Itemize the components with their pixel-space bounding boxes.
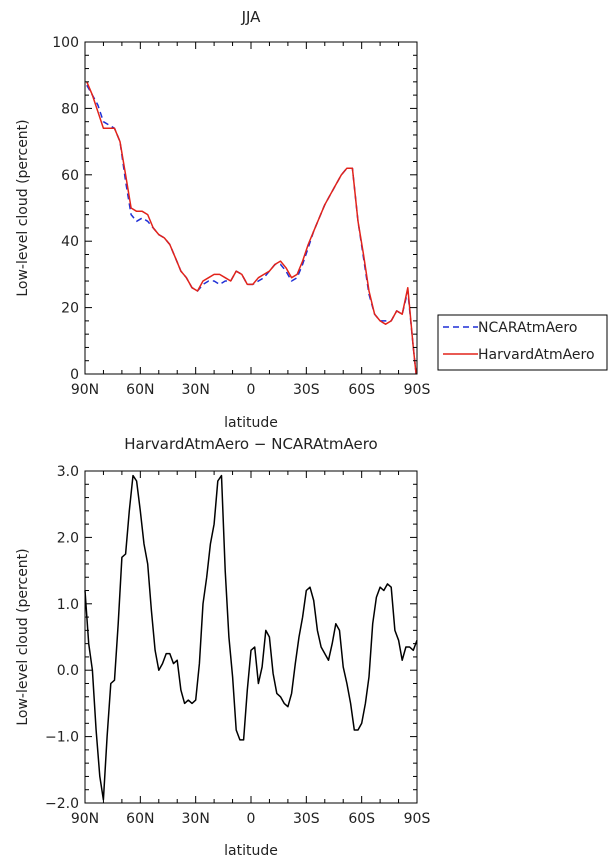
top-y-tick-label: 80 [61,101,79,117]
bottom-y-axis: −2.0 −1.0 0.0 1.0 2.0 3.0 [45,464,417,812]
top-x-tick-label: 90S [404,382,431,398]
bottom-series-line-difference [84,474,418,801]
bottom-chart: HarvardAtmAero − NCARAtmAero 90N 60N 30N 0 3… [15,435,430,859]
top-x-axis-label: latitude [224,415,278,431]
top-y-tick-label: 40 [61,234,79,250]
top-chart: JJA 90N 60N 30N 0 30S 60S 90S 0 20 40 60 80 100 lat… [15,8,608,431]
bottom-x-tick-label: 30S [293,811,320,827]
bottom-x-tick-label: 0 [247,811,256,827]
bottom-y-tick-label: 1.0 [57,597,79,613]
legend-label-ncar: NCARAtmAero [478,320,577,336]
bottom-series-group [84,474,418,801]
top-series-line-harvardatmaero [86,81,417,375]
top-y-axis-label: Low-level cloud (percent) [15,119,31,296]
bottom-y-tick-label: −2.0 [45,796,79,812]
bottom-y-tick-label: 3.0 [57,464,79,480]
top-x-tick-label: 0 [247,382,256,398]
bottom-y-tick-label: 0.0 [57,663,79,679]
bottom-x-tick-label: 30N [182,811,210,827]
top-x-tick-label: 90N [71,382,99,398]
bottom-x-axis: 90N 60N 30N 0 30S 60S 90S [71,471,431,827]
bottom-y-tick-label: −1.0 [45,730,79,746]
top-y-tick-label: 20 [61,301,79,317]
bottom-y-tick-label: 2.0 [57,530,79,546]
top-y-tick-label: 0 [70,367,79,383]
top-y-tick-label: 100 [52,35,79,51]
bottom-x-axis-label: latitude [224,843,278,859]
bottom-x-tick-label: 60S [348,811,375,827]
bottom-x-tick-label: 60N [126,811,154,827]
top-chart-title: JJA [241,8,262,26]
top-x-axis: 90N 60N 30N 0 30S 60S 90S [71,42,431,398]
bottom-chart-title: HarvardAtmAero − NCARAtmAero [124,435,377,453]
top-y-axis: 0 20 40 60 80 100 [52,35,417,383]
top-y-tick-label: 60 [61,168,79,184]
top-x-tick-label: 60S [348,382,375,398]
top-x-tick-label: 60N [126,382,154,398]
bottom-y-axis-label: Low-level cloud (percent) [15,548,31,725]
legend-label-harvard: HarvardAtmAero [478,347,595,363]
top-plot-frame [84,41,418,375]
top-series-group [86,81,417,375]
bottom-x-tick-label: 90S [404,811,431,827]
legend: NCARAtmAero HarvardAtmAero [437,314,608,371]
legend-box [437,314,608,371]
bottom-x-tick-label: 90N [71,811,99,827]
bottom-plot-frame [84,470,418,804]
top-series-line-ncaratmaero [86,84,417,375]
top-x-tick-label: 30S [293,382,320,398]
top-x-tick-label: 30N [182,382,210,398]
